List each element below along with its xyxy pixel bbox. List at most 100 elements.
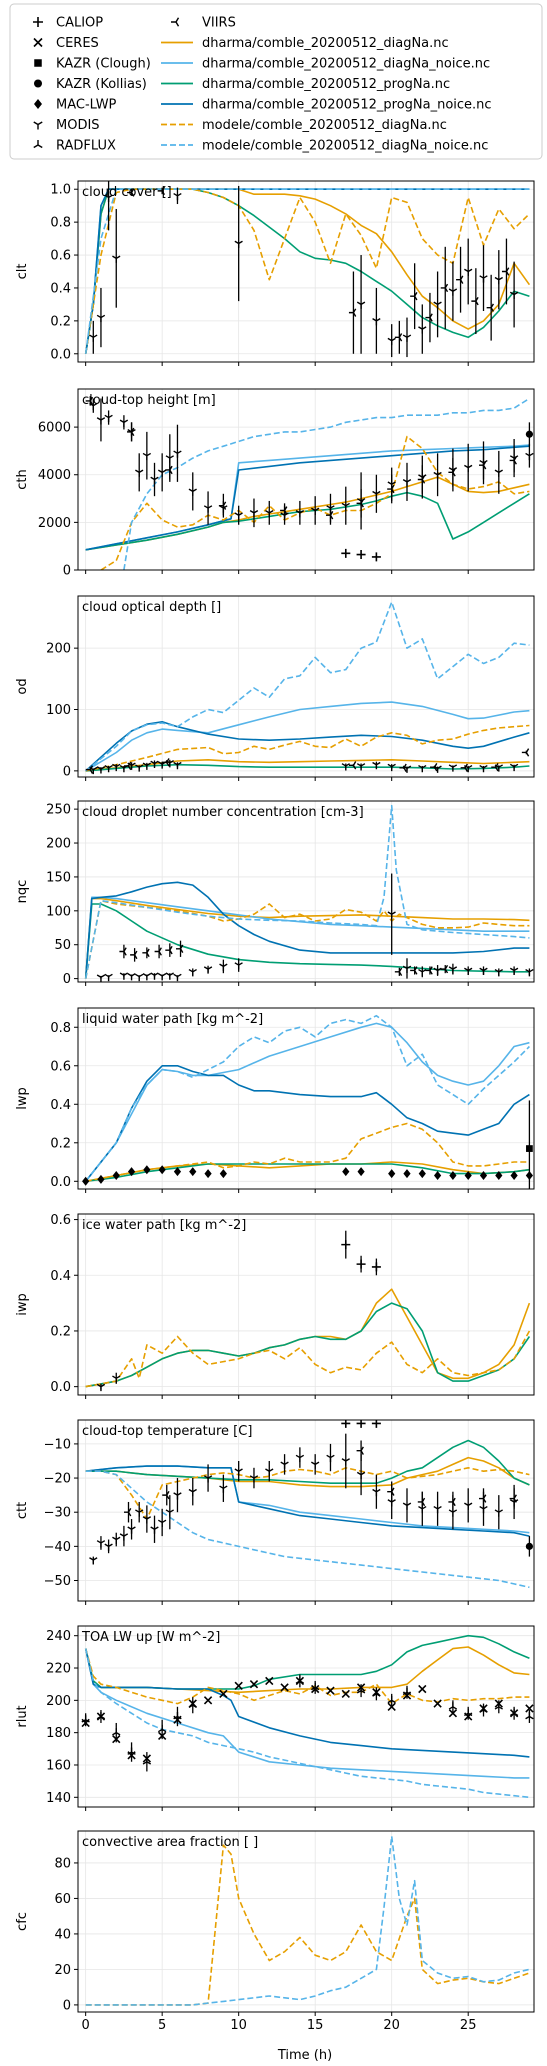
obs-point-tri_down [265, 509, 274, 518]
obs-point-tri_down [418, 326, 427, 334]
panel-title: cloud droplet number concentration [cm-3… [82, 805, 364, 820]
y-axis-label: ctt [15, 1502, 30, 1519]
obs-point-x [219, 1689, 228, 1699]
obs-point-plus [371, 1262, 381, 1272]
obs-point-tri_down [464, 1502, 473, 1510]
obs-point-tri_up [402, 1687, 412, 1696]
obs-point-tri_down [402, 334, 412, 342]
y-tick-label: 2000 [38, 516, 71, 531]
x-tick-label: 20 [383, 2018, 400, 2033]
obs-point-tri_down [464, 967, 473, 975]
obs-point-tri_down [402, 965, 412, 973]
legend-marker-tri_up [33, 140, 43, 149]
obs-point-tri_down [494, 276, 503, 285]
obs-point-tri_down [249, 509, 259, 518]
obs-point-tri_left [425, 313, 433, 322]
plot-area [85, 1420, 534, 1589]
legend-entry-label: dharma/comble_20200512_progNa.nc [202, 77, 450, 92]
obs-point-tri_left [501, 267, 510, 276]
obs-point-tri_left [123, 1508, 132, 1517]
series-line [84, 903, 530, 979]
series-line [85, 1302, 531, 1388]
series-line [85, 601, 530, 772]
obs-point-diamond [158, 1165, 166, 1175]
obs-point-x [448, 1709, 458, 1718]
y-tick-label: 4000 [38, 468, 71, 483]
series-line [84, 899, 530, 979]
obs-point-diamond [418, 1169, 426, 1179]
obs-point-tri_down [96, 314, 106, 323]
obs-point-tri_down [372, 490, 381, 499]
obs-point-tri_down [387, 763, 396, 772]
obs-point-tri_down [219, 1485, 228, 1493]
obs-point-tri_down [96, 1383, 106, 1392]
plot-area [84, 181, 531, 358]
obs-point-tri_left [85, 765, 94, 774]
plot-area [82, 1014, 534, 1189]
chart-panel-nqc: 0 50 100 150 200 250 nqc cloud droplet number c… [15, 800, 535, 987]
x-tick-label: 10 [230, 2018, 247, 2033]
chart-panel-cfc: 0 5 10 15 20 25 0 20 40 60 80 cfc convective area fr… [15, 1830, 535, 2033]
series-line [85, 1330, 531, 1388]
obs-point-tri_down [448, 966, 458, 974]
obs-point-tri_down [188, 488, 197, 496]
obs-point-tri_left [348, 308, 357, 317]
series-line [84, 1648, 530, 1705]
y-tick-label: 160 [46, 1758, 71, 1773]
obs-point-tri_left [491, 763, 499, 772]
legend-entry-label: dharma/comble_20200512_progNa_noice.nc [202, 98, 492, 113]
y-tick-label: 0.0 [50, 347, 71, 362]
obs-point-tri_down [295, 509, 305, 518]
obs-point-tri_down [96, 417, 106, 425]
obs-point-tri_down [356, 1471, 366, 1480]
obs-point-tri_left [162, 758, 170, 767]
obs-point-tri_down [372, 318, 381, 326]
obs-point-tri_down [112, 763, 121, 772]
y-tick-label: 150 [46, 870, 71, 885]
obs-point-tri_left [119, 947, 127, 956]
obs-point-tri_down [509, 967, 519, 975]
obs-point-tri_left [399, 763, 407, 772]
obs-point-tri_down [150, 760, 159, 769]
obs-point-tri_up [372, 1689, 381, 1697]
y-axis-label: od [15, 678, 30, 694]
x-tick-label: 5 [158, 2018, 166, 2033]
obs-point-tri_left [521, 748, 530, 757]
obs-point-circle [525, 430, 534, 438]
y-tick-label: 250 [46, 803, 71, 818]
obs-point-tri_down [509, 291, 519, 300]
obs-point-x [265, 1676, 274, 1686]
y-tick-label: 1.0 [50, 183, 71, 198]
series-line [85, 445, 530, 551]
legend-entry-label: VIIRS [202, 16, 236, 31]
obs-point-x [326, 1686, 335, 1695]
plot-area [85, 1230, 531, 1392]
obs-point-plus [356, 550, 366, 560]
obs-point-tri_left [356, 499, 364, 508]
series-line [85, 1163, 530, 1183]
obs-point-tri_down [448, 764, 458, 772]
obs-point-tri_down [119, 419, 129, 427]
obs-point-tri_left [218, 501, 227, 510]
axes-frame [77, 1419, 535, 1602]
y-tick-label: 0.2 [50, 1324, 71, 1339]
obs-point-tri_left [387, 1487, 395, 1496]
y-axis-label: rlut [15, 1705, 30, 1727]
obs-point-tri_down [188, 1488, 197, 1497]
obs-point-tri_down [479, 275, 488, 283]
y-tick-label: 100 [46, 904, 71, 919]
panel-title: liquid water path [kg m^-2] [82, 1012, 263, 1027]
obs-point-tri_up [173, 1712, 182, 1720]
y-tick-label: 0.8 [50, 1021, 71, 1036]
obs-point-tri_down [112, 255, 121, 263]
obs-point-tri_down [112, 1375, 121, 1383]
series-line [84, 188, 530, 354]
plot-area [81, 1634, 534, 1799]
x-axis-label: Time (h) [277, 2048, 332, 2063]
series-line [84, 881, 530, 979]
y-tick-label: 0.4 [50, 281, 71, 296]
obs-point-tri_down [494, 968, 503, 977]
chart-panel-iwp: 0.0 0.2 0.4 0.6 iwp ice water path [kg m^-2] [15, 1213, 535, 1399]
panel-title: cloud optical depth [] [82, 600, 221, 615]
axes-frame [77, 800, 535, 983]
